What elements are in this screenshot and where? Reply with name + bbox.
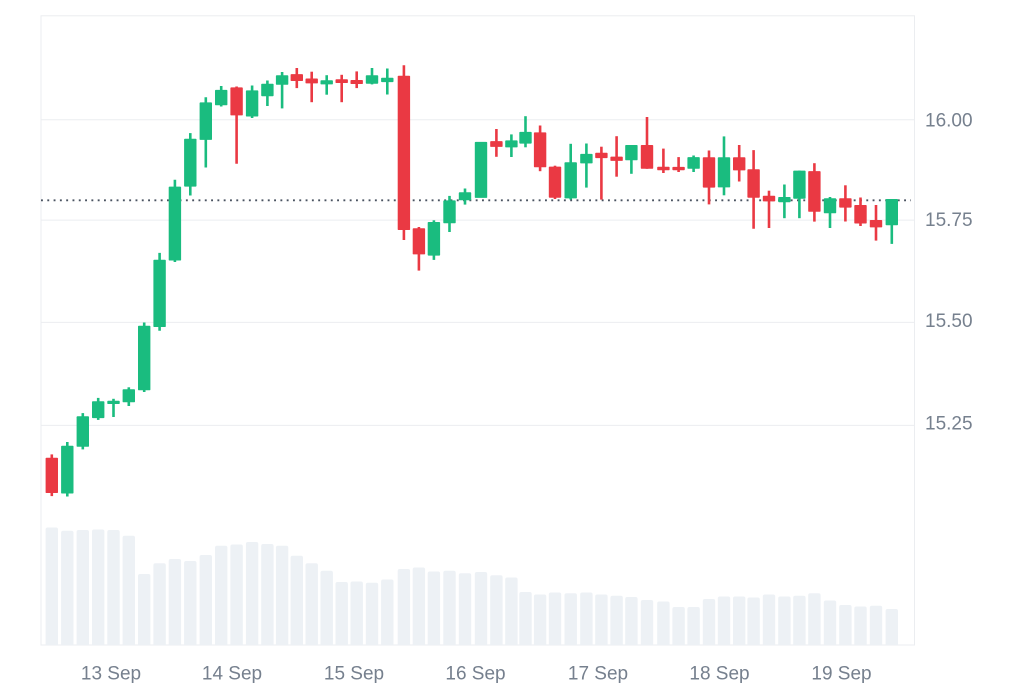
svg-text:15.75: 15.75 <box>925 210 973 231</box>
svg-text:17 Sep: 17 Sep <box>568 664 628 683</box>
svg-text:16.00: 16.00 <box>925 111 973 132</box>
svg-text:15.25: 15.25 <box>925 414 973 435</box>
svg-text:14 Sep: 14 Sep <box>202 664 262 683</box>
svg-text:15.50: 15.50 <box>925 311 973 332</box>
svg-text:16 Sep: 16 Sep <box>445 664 505 683</box>
svg-text:15 Sep: 15 Sep <box>324 664 384 683</box>
svg-text:13 Sep: 13 Sep <box>81 664 141 683</box>
svg-text:19 Sep: 19 Sep <box>811 664 871 683</box>
svg-text:18 Sep: 18 Sep <box>689 664 749 683</box>
